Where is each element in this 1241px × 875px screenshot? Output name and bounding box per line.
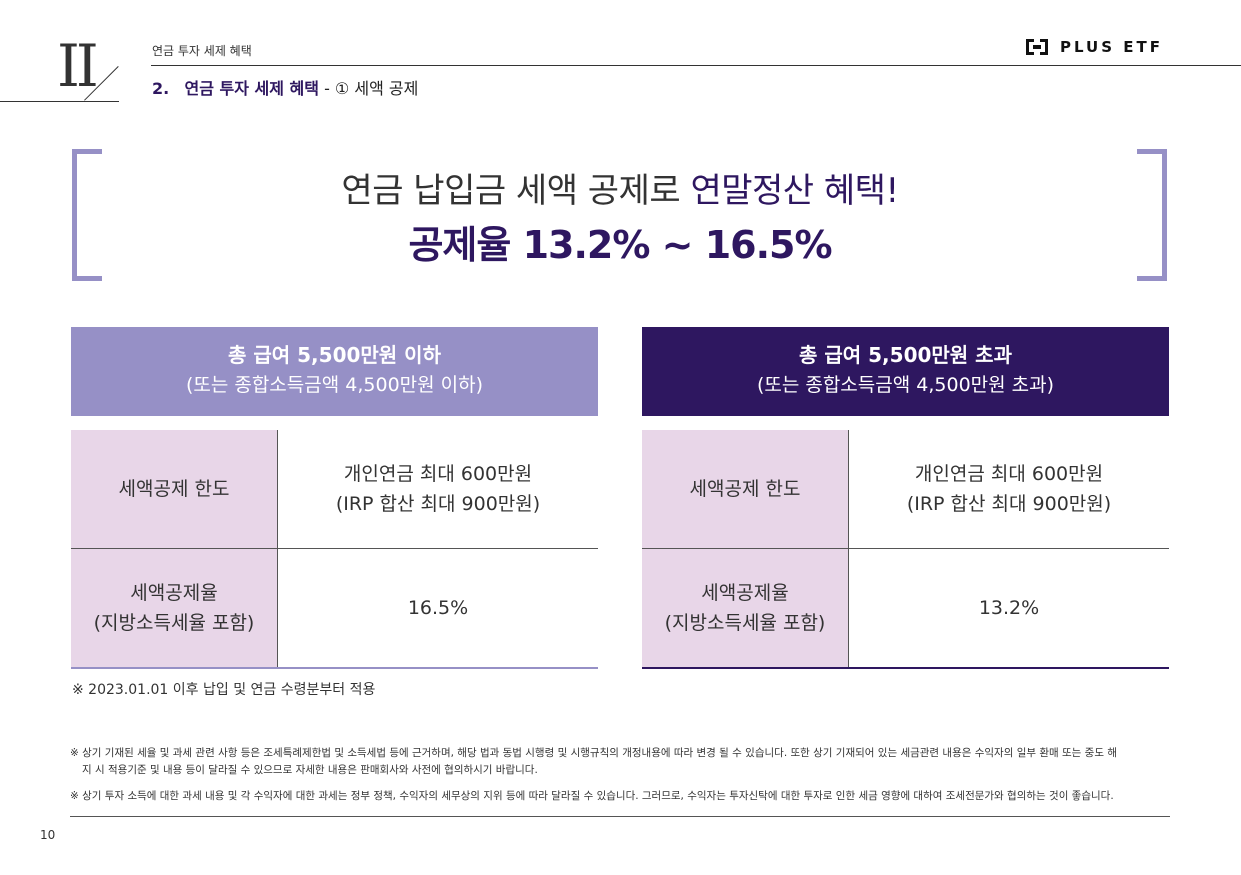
label-line: 세액공제 한도 bbox=[118, 478, 230, 500]
value-line: 개인연금 최대 600만원 bbox=[914, 463, 1104, 485]
panel-title: 총 급여 5,500만원 초과 bbox=[799, 343, 1012, 367]
header-rule-left bbox=[0, 101, 119, 102]
label-line: 세액공제 한도 bbox=[689, 478, 801, 500]
section-number: 2. bbox=[152, 79, 170, 98]
panel-under-55m: 총 급여 5,500만원 이하 (또는 종합소득금액 4,500만원 이하) 세… bbox=[71, 327, 598, 669]
table-row: 세액공제율 (지방소득세율 포함) 13.2% bbox=[642, 548, 1169, 669]
row-value: 개인연금 최대 600만원 (IRP 합산 최대 900만원) bbox=[277, 430, 598, 549]
label-line: 세액공제율 bbox=[701, 582, 789, 604]
value-line: (IRP 합산 최대 900만원) bbox=[906, 493, 1112, 515]
section-label: 연금 투자 세제 혜택 bbox=[152, 44, 252, 58]
value-line: 16.5% bbox=[407, 597, 469, 619]
headline-line1: 연금 납입금 세액 공제로 연말정산 혜택! bbox=[120, 163, 1120, 212]
headline-rate: 공제율 13.2% ~ 16.5% bbox=[408, 223, 832, 267]
panel-over-55m: 총 급여 5,500만원 초과 (또는 종합소득금액 4,500만원 초과) 세… bbox=[642, 327, 1169, 669]
page-number: 10 bbox=[40, 828, 56, 842]
footer-rule bbox=[70, 816, 1170, 817]
table-row: 세액공제율 (지방소득세율 포함) 16.5% bbox=[71, 548, 598, 669]
label-line: (지방소득세율 포함) bbox=[93, 612, 255, 634]
headline-highlight: 연말정산 혜택! bbox=[690, 171, 899, 211]
row-value: 개인연금 최대 600만원 (IRP 합산 최대 900만원) bbox=[848, 430, 1169, 549]
panel-subtitle: (또는 종합소득금액 4,500만원 초과) bbox=[756, 374, 1055, 396]
header-rule-right bbox=[151, 65, 1241, 66]
section-heading: 2. 연금 투자 세제 혜택 - ① 세액 공제 bbox=[152, 75, 418, 99]
row-label: 세액공제율 (지방소득세율 포함) bbox=[71, 548, 278, 669]
brand-logo: PLUS ETF bbox=[1026, 38, 1163, 56]
label-line: 세액공제율 bbox=[130, 582, 218, 604]
disclaimer-2: ※ 상기 투자 소득에 대한 과세 내용 및 각 수익자에 대한 과세는 정부 … bbox=[70, 790, 1114, 802]
row-label: 세액공제 한도 bbox=[642, 430, 849, 549]
value-line: 13.2% bbox=[978, 597, 1040, 619]
section-subtitle: - ① 세액 공제 bbox=[324, 79, 419, 98]
deduction-table: 세액공제 한도 개인연금 최대 600만원 (IRP 합산 최대 900만원) … bbox=[71, 430, 598, 669]
value-line: 개인연금 최대 600만원 bbox=[343, 463, 533, 485]
row-label: 세액공제율 (지방소득세율 포함) bbox=[642, 548, 849, 669]
chapter-numeral: II bbox=[57, 32, 99, 100]
headline-text: 연금 납입금 세액 공제로 bbox=[341, 171, 691, 211]
deduction-table: 세액공제 한도 개인연금 최대 600만원 (IRP 합산 최대 900만원) … bbox=[642, 430, 1169, 669]
row-label: 세액공제 한도 bbox=[71, 430, 278, 549]
bracket-left bbox=[72, 149, 102, 281]
panel-header: 총 급여 5,500만원 이하 (또는 종합소득금액 4,500만원 이하) bbox=[71, 327, 598, 416]
applicability-note: ※ 2023.01.01 이후 납입 및 연금 수령분부터 적용 bbox=[72, 682, 376, 698]
table-row: 세액공제 한도 개인연금 최대 600만원 (IRP 합산 최대 900만원) bbox=[642, 430, 1169, 549]
value-line: (IRP 합산 최대 900만원) bbox=[335, 493, 541, 515]
row-value: 16.5% bbox=[277, 548, 598, 669]
label-line: (지방소득세율 포함) bbox=[664, 612, 826, 634]
row-value: 13.2% bbox=[848, 548, 1169, 669]
section-title: 연금 투자 세제 혜택 bbox=[184, 79, 319, 98]
panel-header: 총 급여 5,500만원 초과 (또는 종합소득금액 4,500만원 초과) bbox=[642, 327, 1169, 416]
disclaimer-1: ※ 상기 기재된 세율 및 과세 관련 사항 등은 조세특례제한법 및 소득세법… bbox=[70, 747, 1118, 759]
table-row: 세액공제 한도 개인연금 최대 600만원 (IRP 합산 최대 900만원) bbox=[71, 430, 598, 549]
disclaimer-1-cont: 지 시 적용기준 및 내용 등이 달라질 수 있으므로 자세한 내용은 판매회사… bbox=[82, 764, 538, 776]
bracket-right bbox=[1137, 149, 1167, 281]
panel-subtitle: (또는 종합소득금액 4,500만원 이하) bbox=[185, 374, 484, 396]
logo-text: PLUS ETF bbox=[1060, 38, 1163, 56]
panel-title: 총 급여 5,500만원 이하 bbox=[228, 343, 441, 367]
logo-mark-icon bbox=[1026, 39, 1048, 55]
